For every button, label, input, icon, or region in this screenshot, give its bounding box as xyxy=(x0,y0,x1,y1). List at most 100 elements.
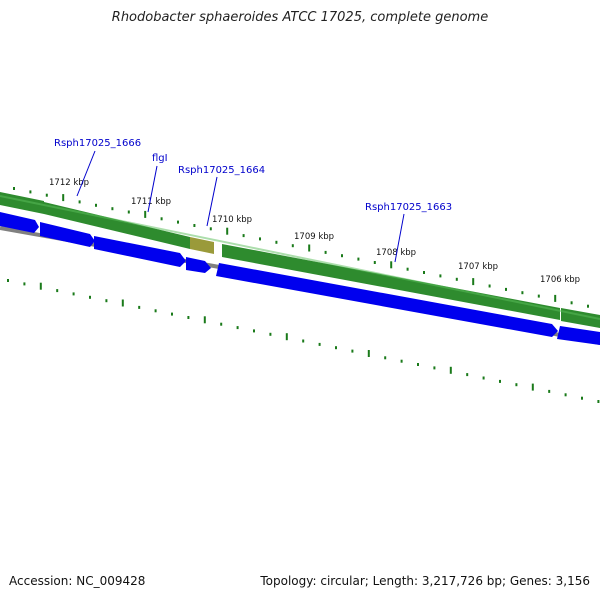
gene-label: Rsph17025_1664 xyxy=(178,165,265,176)
minor-tick xyxy=(488,284,491,288)
minor-tick xyxy=(482,376,485,380)
minor-tick xyxy=(236,326,239,330)
kbp-label: 1711 kbp xyxy=(131,197,171,207)
gene-label: flgI xyxy=(152,153,168,164)
accession-text: Accession: NC_009428 xyxy=(9,574,146,588)
major-tick xyxy=(367,350,370,357)
cds-arrow xyxy=(94,236,186,267)
upper-tick-row xyxy=(13,187,589,308)
gene-label: Rsph17025_1663 xyxy=(365,202,452,213)
major-tick xyxy=(62,194,65,202)
minor-tick xyxy=(439,274,442,278)
major-tick xyxy=(531,383,534,391)
minor-tick xyxy=(171,312,173,316)
major-tick xyxy=(285,333,288,341)
minor-tick xyxy=(177,220,179,224)
minor-tick xyxy=(341,254,343,258)
minor-tick xyxy=(29,190,32,194)
cds-arrow xyxy=(557,326,600,345)
leader-line xyxy=(147,165,158,213)
minor-tick xyxy=(597,400,600,403)
minor-tick xyxy=(564,393,567,397)
minor-tick xyxy=(351,349,354,353)
major-tick xyxy=(144,210,147,218)
minor-tick xyxy=(275,240,278,244)
minor-tick xyxy=(570,301,573,305)
minor-tick xyxy=(433,366,436,370)
minor-tick xyxy=(505,287,507,291)
kbp-label: 1706 kbp xyxy=(540,275,580,285)
minor-tick xyxy=(373,261,376,264)
minor-tick xyxy=(23,282,26,286)
minor-tick xyxy=(423,271,425,274)
major-tick xyxy=(554,294,557,302)
kbp-label: 1712 kbp xyxy=(49,178,89,188)
major-tick xyxy=(390,261,393,269)
cds-arrow xyxy=(0,212,39,233)
minor-tick xyxy=(45,193,48,197)
minor-tick xyxy=(253,329,255,333)
major-tick xyxy=(472,278,475,286)
minor-tick xyxy=(242,234,245,238)
major-tick xyxy=(121,299,124,307)
minor-tick xyxy=(7,279,9,282)
minor-tick xyxy=(105,299,108,303)
minor-tick xyxy=(548,389,551,393)
minor-tick xyxy=(417,363,419,366)
minor-tick xyxy=(455,277,458,281)
minor-tick xyxy=(384,356,387,360)
minor-tick xyxy=(587,304,589,308)
major-tick xyxy=(39,282,42,290)
minor-tick xyxy=(318,342,321,346)
kbp-label: 1710 kbp xyxy=(212,215,252,225)
gene-labels: Rsph17025_1666 flgI Rsph17025_1664 Rsph1… xyxy=(54,138,452,263)
minor-tick xyxy=(259,237,261,241)
minor-tick xyxy=(357,257,360,261)
cds-track xyxy=(0,212,600,345)
kbp-label: 1708 kbp xyxy=(376,248,416,258)
gene-segment xyxy=(44,202,190,249)
minor-tick xyxy=(499,379,501,383)
major-tick xyxy=(449,366,452,374)
major-tick xyxy=(203,316,206,324)
minor-tick xyxy=(537,294,540,298)
kbp-labels: 1712 kbp 1711 kbp 1710 kbp 1709 kbp 1708… xyxy=(49,178,580,285)
cds-arrow xyxy=(186,257,211,273)
leader-line xyxy=(76,150,96,197)
gene-segment xyxy=(222,244,560,320)
kbp-label: 1707 kbp xyxy=(458,262,498,272)
cds-arrow xyxy=(40,222,95,247)
minor-tick xyxy=(78,200,81,204)
minor-tick xyxy=(515,383,518,387)
minor-tick xyxy=(95,203,97,207)
gene-segment-highlight xyxy=(190,237,214,254)
gene-track xyxy=(0,192,600,328)
major-tick xyxy=(308,244,311,252)
minor-tick xyxy=(160,217,163,221)
lower-tick-row xyxy=(7,279,600,403)
minor-tick xyxy=(291,244,294,248)
minor-tick xyxy=(466,373,469,377)
minor-tick xyxy=(127,210,130,214)
minor-tick xyxy=(138,305,141,309)
minor-tick xyxy=(193,224,196,227)
major-tick xyxy=(226,227,229,235)
minor-tick xyxy=(324,250,327,254)
minor-tick xyxy=(56,289,59,293)
minor-tick xyxy=(400,359,403,363)
minor-tick xyxy=(269,332,272,336)
minor-tick xyxy=(406,267,409,271)
minor-tick xyxy=(89,295,91,299)
minor-tick xyxy=(302,339,305,343)
leader-line xyxy=(394,213,405,263)
topology-text: Topology: circular; Length: 3,217,726 bp… xyxy=(260,574,590,588)
gene-label: Rsph17025_1666 xyxy=(54,138,141,149)
minor-tick xyxy=(209,227,212,231)
cds-arrow xyxy=(216,263,558,337)
minor-tick xyxy=(111,207,114,211)
minor-tick xyxy=(187,316,190,319)
minor-tick xyxy=(581,396,583,400)
minor-tick xyxy=(335,346,337,350)
